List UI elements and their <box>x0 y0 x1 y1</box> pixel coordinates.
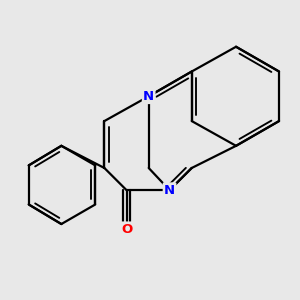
Text: O: O <box>121 223 132 236</box>
Text: N: N <box>143 90 154 103</box>
Text: N: N <box>164 184 175 197</box>
